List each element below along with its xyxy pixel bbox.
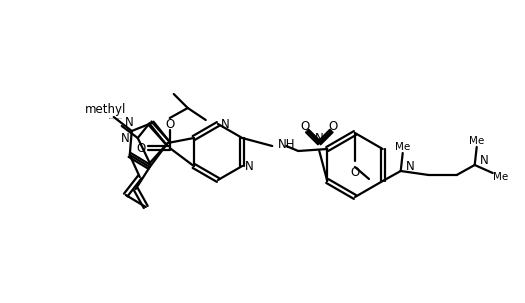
Text: O: O (329, 121, 338, 134)
Text: Me: Me (493, 172, 508, 182)
Text: O: O (165, 118, 174, 131)
Text: N: N (245, 159, 254, 172)
Text: O: O (301, 121, 310, 134)
Text: N: N (315, 132, 323, 145)
Text: O: O (136, 142, 145, 155)
Text: N: N (121, 132, 130, 145)
Text: NH: NH (278, 138, 296, 152)
Text: N: N (124, 116, 133, 129)
Text: methyl_placeholder: methyl_placeholder (109, 117, 123, 119)
Text: Me: Me (395, 142, 411, 152)
Text: N: N (406, 159, 414, 172)
Text: N: N (480, 154, 488, 167)
Text: Me: Me (469, 136, 485, 146)
Text: methyl: methyl (85, 102, 127, 115)
Text: N: N (220, 118, 229, 131)
Text: O: O (350, 167, 360, 179)
